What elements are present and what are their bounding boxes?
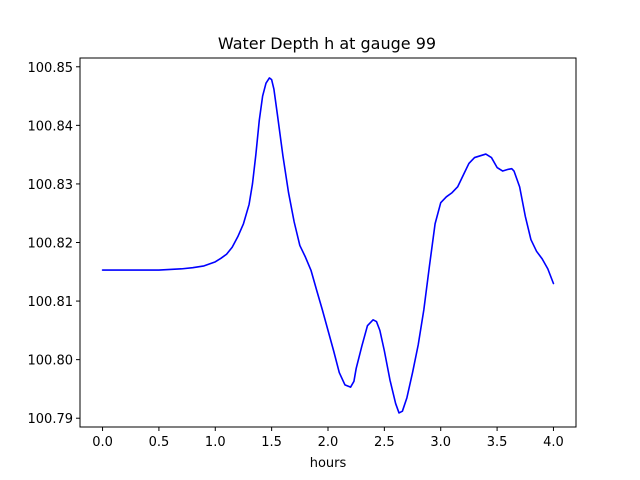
chart-title: Water Depth h at gauge 99 bbox=[218, 34, 436, 53]
series-line bbox=[101, 77, 555, 414]
x-tick-label: 3.5 bbox=[487, 435, 508, 450]
x-tick-label: 2.5 bbox=[374, 435, 395, 450]
x-tick-label: 4.0 bbox=[543, 435, 564, 450]
axes-frame bbox=[79, 57, 577, 428]
x-tick-label: 0.5 bbox=[149, 435, 170, 450]
x-tick-label: 3.0 bbox=[430, 435, 451, 450]
y-tick-label: 100.81 bbox=[28, 295, 74, 310]
x-axis-label: hours bbox=[310, 456, 347, 471]
x-tick-label: 0.0 bbox=[92, 435, 113, 450]
y-tick-label: 100.85 bbox=[28, 61, 74, 76]
x-axis-ticks: 0.0 0.5 1.0 1.5 2.0 2.5 3.0 3.5 4.0 bbox=[92, 427, 564, 450]
y-tick-label: 100.82 bbox=[28, 237, 74, 252]
y-tick-label: 100.84 bbox=[28, 119, 74, 134]
y-tick-label: 100.83 bbox=[28, 178, 74, 193]
x-tick-label: 1.0 bbox=[205, 435, 226, 450]
plot-area bbox=[101, 77, 555, 414]
x-tick-label: 1.5 bbox=[261, 435, 282, 450]
y-axis-ticks: 100.79 100.80 100.81 100.82 100.83 100.84 100.… bbox=[28, 61, 80, 427]
y-tick-label: 100.80 bbox=[28, 354, 74, 369]
x-tick-label: 2.0 bbox=[318, 435, 339, 450]
y-tick-label: 100.79 bbox=[28, 412, 74, 427]
